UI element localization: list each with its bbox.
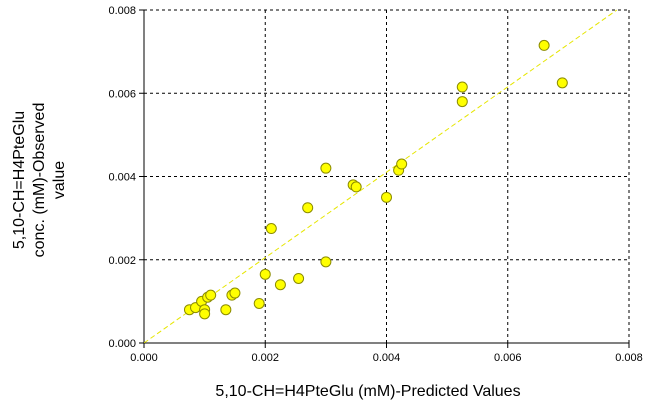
x-tick-label: 0.000: [130, 352, 158, 364]
data-point: [538, 39, 550, 51]
data-point: [229, 287, 241, 299]
data-point: [396, 158, 408, 170]
data-point: [456, 96, 468, 108]
data-points-layer: [183, 39, 568, 320]
y-axis-label-line-3: value: [51, 161, 68, 199]
reference-line: [143, 9, 618, 344]
data-point: [274, 279, 286, 291]
data-point: [253, 297, 265, 309]
x-axis-label: 5,10-CH=H4PteGlu (mM)-Predicted Values: [215, 383, 520, 400]
x-tick-label: 0.002: [251, 352, 279, 364]
data-point: [259, 268, 271, 280]
data-point: [205, 289, 217, 301]
y-axis-ticks: 0.000 0.002 0.004 0.006 0.008: [108, 5, 144, 350]
grid-layer: [144, 9, 630, 343]
data-point: [220, 304, 232, 316]
x-axis-ticks: 0.000 0.002 0.004 0.006 0.008: [130, 343, 643, 364]
y-axis-label: 5,10-CH=H4PteGlu conc. (mM)-Observed val…: [11, 103, 68, 258]
data-point: [556, 77, 568, 89]
y-axis-label-line-2: conc. (mM)-Observed: [31, 103, 48, 258]
data-point: [381, 191, 392, 203]
data-point: [293, 272, 305, 284]
x-tick-label: 0.004: [373, 352, 401, 364]
y-tick-label: 0.004: [108, 172, 136, 184]
data-point: [199, 308, 211, 320]
x-tick-label: 0.006: [494, 352, 522, 364]
x-tick-label: 0.008: [615, 352, 643, 364]
y-tick-label: 0.000: [108, 338, 136, 350]
y-axis-label-line-1: 5,10-CH=H4PteGlu: [11, 111, 28, 249]
plot-frame: [140, 10, 629, 347]
data-point: [265, 223, 277, 235]
data-point: [320, 256, 332, 268]
data-point: [350, 181, 362, 193]
reference-line-layer: [143, 9, 618, 344]
data-point: [302, 202, 314, 214]
y-tick-label: 0.006: [108, 88, 136, 100]
y-tick-label: 0.008: [108, 5, 136, 17]
y-tick-label: 0.002: [108, 255, 136, 267]
data-point: [320, 162, 332, 174]
data-point: [456, 81, 468, 93]
